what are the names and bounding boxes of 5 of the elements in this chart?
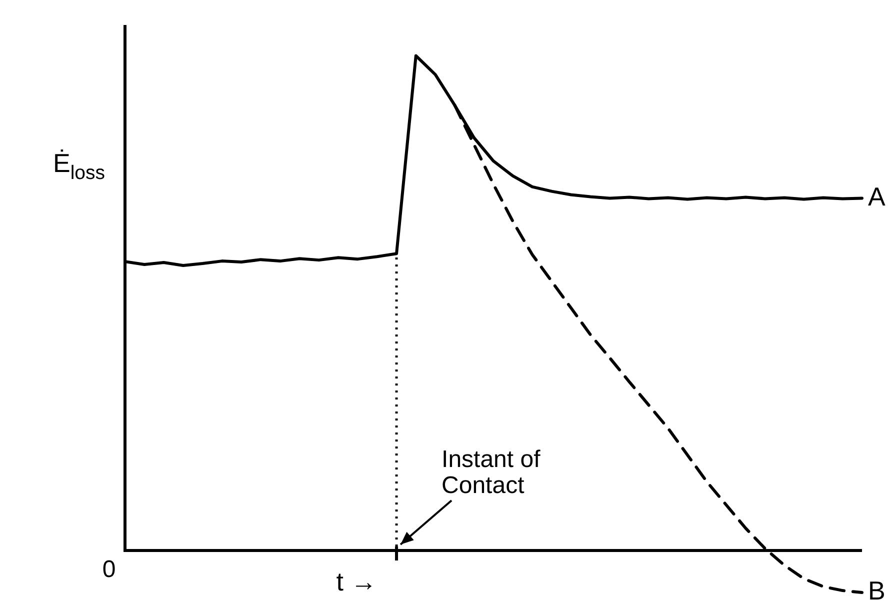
series-label: B	[868, 576, 886, 606]
series-label: A	[868, 181, 886, 212]
x-axis-title: t →	[336, 566, 377, 597]
text: 0	[102, 556, 116, 584]
annotation: Instant of Contact	[442, 446, 541, 500]
